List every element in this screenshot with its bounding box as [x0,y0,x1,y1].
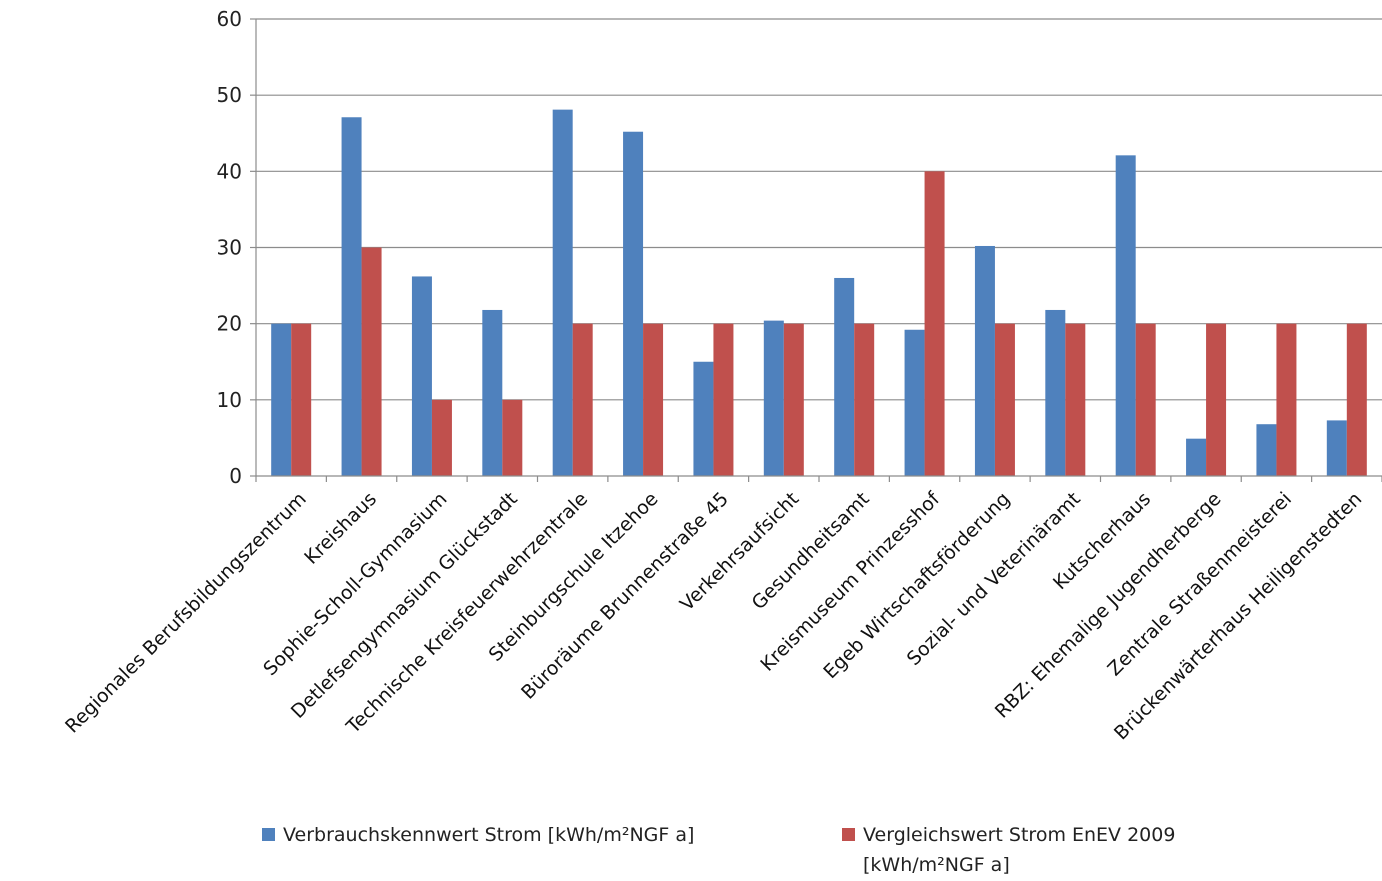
bar-reference [783,323,804,476]
y-tick-label: 30 [217,236,242,260]
bar-chart: 0 10 20 30 40 50 60 Regionales Berufsbildungsz… [61,7,1382,744]
bar-consumption [411,276,432,476]
gridlines [256,18,1382,401]
bar-consumption [341,117,362,476]
bar-consumption [904,329,925,476]
bar-reference [1065,323,1086,476]
y-tick-label: 60 [217,7,242,31]
legend-label-consumption: Verbrauchskennwert Strom [kWh/m²NGF a] [283,824,695,846]
y-tick-label: 20 [217,312,242,336]
bar-reference [431,399,452,476]
y-axis: 0 10 20 30 40 50 60 [217,7,257,488]
legend-swatch-consumption [262,828,275,841]
y-tick-label: 10 [217,388,242,412]
bar-consumption [271,323,292,476]
bar-consumption [693,361,714,476]
bar-consumption [974,245,995,476]
bar-consumption [552,109,573,476]
bar-reference [1206,323,1227,476]
bar-consumption [1115,155,1136,477]
legend-item-consumption: Verbrauchskennwert Strom [kWh/m²NGF a] [262,820,694,850]
legend-swatch-reference [842,828,855,841]
bars [271,109,1367,477]
bar-reference [1276,323,1297,476]
bar-consumption [1045,309,1066,476]
x-category-label: Gesundheitsamt [748,488,874,614]
x-category-label: Technische Kreisfeuerwehrzentrale [342,488,593,739]
bar-reference [572,323,593,476]
bar-consumption [1326,420,1347,476]
x-category-label: Regionales Berufsbildungszentrum [61,488,311,738]
bar-consumption [1186,438,1207,476]
bar-consumption [763,320,784,476]
bar-reference [994,323,1015,476]
y-tick-label: 40 [217,159,242,183]
bar-consumption [834,277,855,476]
y-tick-label: 0 [229,464,242,488]
x-category-label: Verkehrsaufsicht [676,488,803,615]
bar-consumption [623,131,644,476]
legend-item-reference: Vergleichswert Strom EnEV 2009 [kWh/m²NG… [842,820,1175,880]
bar-reference [291,323,312,476]
bar-consumption [1256,424,1277,476]
bar-reference [502,399,523,476]
bar-reference [1346,323,1367,476]
bar-reference [1135,323,1156,476]
y-tick-label: 50 [217,83,242,107]
legend-label-reference: Vergleichswert Strom EnEV 2009 [kWh/m²NG… [863,824,1176,876]
bar-reference [924,171,945,477]
bar-reference [361,247,382,476]
bar-reference [643,323,664,476]
x-category-label: Brückenwärterhaus Heiligenstedten [1110,488,1366,744]
bar-reference [854,323,875,476]
bar-consumption [482,309,503,476]
bar-reference [713,323,734,476]
x-axis: Regionales BerufsbildungszentrumKreishau… [61,475,1382,744]
